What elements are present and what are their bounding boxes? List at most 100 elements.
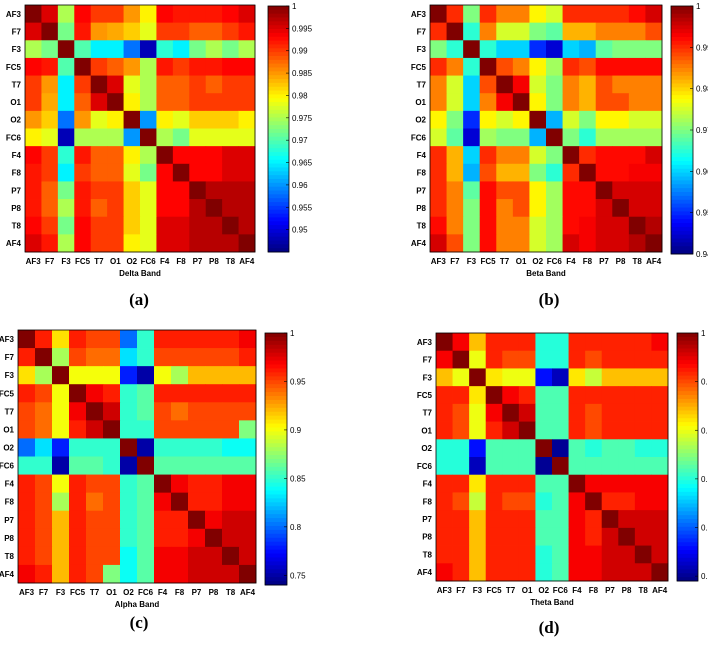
heatmap-cell <box>18 420 36 439</box>
y-tick-label: FC5 <box>6 63 22 72</box>
y-tick-label: O1 <box>415 98 426 107</box>
colorbar-step <box>265 573 287 578</box>
heatmap-cell <box>156 128 174 147</box>
heatmap-cell <box>156 40 174 59</box>
heatmap-cell <box>612 75 630 94</box>
heatmap-cell <box>601 492 619 511</box>
heatmap-cell <box>452 386 470 405</box>
colorbar-tick-label: 0.95 <box>292 226 308 235</box>
heatmap-cell <box>137 384 155 403</box>
heatmap-cell <box>156 75 174 94</box>
heatmap-cell <box>52 420 70 439</box>
heatmap-cell <box>562 146 580 165</box>
heatmap-cell <box>518 545 536 564</box>
heatmap-cell <box>546 128 563 147</box>
colorbar-step <box>268 152 289 157</box>
heatmap-cell <box>205 528 223 548</box>
colorbar-step <box>671 141 693 146</box>
heatmap-cell <box>579 181 597 200</box>
heatmap-cell <box>485 527 503 546</box>
heatmap-cell <box>496 40 514 59</box>
heatmap-cell <box>628 128 646 147</box>
heatmap-cell <box>90 199 108 218</box>
colorbar-step <box>268 209 289 214</box>
heatmap-cell <box>123 40 141 59</box>
heatmap-cell <box>189 216 207 235</box>
heatmap-cell <box>140 163 157 182</box>
heatmap-cell <box>496 181 514 200</box>
colorbar-step <box>265 333 287 338</box>
heatmap-cell <box>74 234 92 253</box>
heatmap-cell <box>618 386 636 405</box>
heatmap-cell <box>35 438 53 457</box>
y-tick-label: F8 <box>417 169 427 178</box>
heatmap-cell <box>123 93 141 112</box>
heatmap-cell <box>634 527 652 546</box>
heatmap-cell <box>579 128 597 147</box>
heatmap-cell <box>172 216 190 235</box>
heatmap-cell <box>188 420 206 439</box>
x-tick-label: O1 <box>106 588 117 597</box>
heatmap-cell <box>86 510 104 530</box>
heatmap-cell <box>120 528 138 548</box>
colorbar-step <box>677 480 698 485</box>
heatmap-cell <box>171 564 189 584</box>
y-tick-label: F4 <box>12 151 22 160</box>
colorbar-step <box>677 406 698 411</box>
heatmap-cell <box>585 386 603 405</box>
heatmap-cell <box>446 93 464 112</box>
colorbar-step <box>268 190 289 195</box>
heatmap-cell <box>222 163 239 182</box>
colorbar-tick-label: 0.95 <box>696 209 708 218</box>
heatmap-cell <box>137 510 155 530</box>
colorbar-step <box>671 9 693 15</box>
heatmap-cell <box>171 402 189 421</box>
panel-label: (d) <box>539 618 560 637</box>
heatmap-cell <box>618 527 636 546</box>
colorbar-tick-label: 0.99 <box>696 43 708 52</box>
colorbar-step <box>671 118 693 123</box>
heatmap-cell <box>502 545 520 564</box>
colorbar-step <box>677 565 698 570</box>
band-label: Theta Band <box>530 598 574 607</box>
heatmap-cell <box>496 110 514 129</box>
y-tick-label: F3 <box>12 45 22 54</box>
colorbar-tick-label: 0.995 <box>292 24 313 33</box>
heatmap-cell <box>25 163 42 182</box>
heatmap-cell <box>595 93 613 112</box>
colorbar-step <box>671 114 693 119</box>
colorbar-step <box>677 367 698 373</box>
heatmap-cell <box>502 527 520 546</box>
heatmap-cell <box>18 330 36 349</box>
colorbar-step <box>268 240 289 245</box>
heatmap-cell <box>552 457 569 476</box>
heatmap-cell <box>205 199 223 218</box>
colorbar-step <box>265 384 287 389</box>
heatmap-cell <box>446 146 464 165</box>
heatmap-cell <box>579 146 597 165</box>
heatmap-cell <box>535 527 553 546</box>
heatmap-cell <box>90 5 108 24</box>
heatmap-cell <box>107 128 124 147</box>
colorbar-step <box>268 109 289 115</box>
colorbar-step <box>265 364 287 369</box>
colorbar-step <box>265 541 287 547</box>
colorbar-step <box>265 459 287 464</box>
heatmap-cell <box>546 234 563 253</box>
heatmap-cell <box>238 128 256 147</box>
heatmap-cell <box>52 348 70 367</box>
heatmap-cell <box>446 216 464 235</box>
heatmap-cell <box>535 492 553 511</box>
heatmap-cell <box>103 456 121 475</box>
colorbar-step <box>671 40 693 46</box>
y-tick-label: AF4 <box>411 239 427 248</box>
heatmap-cell <box>496 216 514 235</box>
heatmap-cell <box>205 438 223 457</box>
heatmap-cell <box>502 333 520 352</box>
colorbar-step <box>268 17 289 22</box>
heatmap-cell <box>595 163 613 182</box>
heatmap-cell <box>436 527 453 546</box>
heatmap-cell <box>18 492 36 512</box>
heatmap-cell <box>90 75 108 94</box>
heatmap-cell <box>103 546 121 566</box>
